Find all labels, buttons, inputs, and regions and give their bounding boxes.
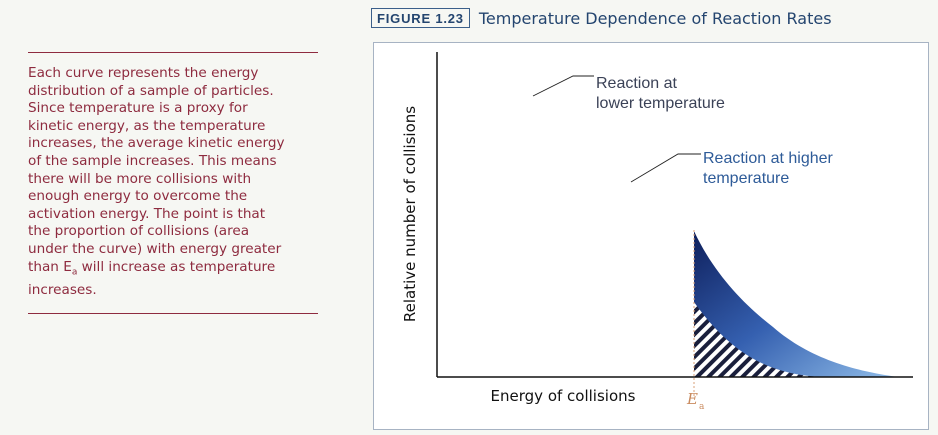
figure-number-badge: FIGURE 1.23	[371, 8, 470, 28]
annotation-line: temperature	[703, 170, 789, 187]
caption-line: activation energy. The point is that	[28, 205, 266, 222]
ea-subscript: a	[699, 402, 705, 412]
lower-temp-leader-line	[532, 75, 594, 97]
higher-temp-leader-line	[630, 153, 701, 183]
caption-line: under the curve) with energy greater	[28, 240, 282, 257]
caption-panel: Each curve represents the energy distrib…	[28, 52, 318, 315]
ea-symbol: E	[686, 390, 698, 408]
caption-line: Since temperature is a proxy for	[28, 100, 248, 117]
caption-line: increases.	[28, 281, 97, 298]
y-axis-label: Relative number of collisions	[401, 106, 419, 322]
annotation-line: Reaction at	[596, 75, 677, 92]
annotation-line: Reaction at higher	[703, 150, 834, 167]
higher-temp-annotation: Reaction at higher temperature	[703, 150, 837, 187]
caption-line: Each curve represents the energy	[28, 65, 259, 81]
caption-line: than E	[28, 258, 72, 275]
caption-line: kinetic energy, as the temperature	[28, 117, 266, 134]
caption-line: enough energy to overcome the	[28, 188, 248, 205]
shared-area-hatching	[694, 302, 823, 377]
caption-line: increases, the average kinetic energy	[28, 135, 285, 152]
figure-title: Temperature Dependence of Reaction Rates	[478, 8, 832, 28]
higher-temp-excess-area	[694, 231, 898, 377]
caption-line: will increase as temperature	[77, 258, 276, 275]
caption-subscript: a	[71, 267, 78, 278]
caption-line: there will be more collisions with	[28, 170, 252, 187]
caption-top-rule	[28, 52, 318, 53]
lower-temp-annotation: Reaction at lower temperature	[596, 75, 725, 112]
figure-header: FIGURE 1.23 Temperature Dependence of Re…	[371, 8, 832, 28]
caption-line: distribution of a sample of particles.	[28, 82, 274, 99]
energy-distribution-chart: Reaction at lower temperature Reaction a…	[373, 42, 913, 412]
caption-bottom-rule	[28, 313, 318, 315]
caption-line: of the sample increases. This means	[28, 152, 277, 169]
annotation-line: lower temperature	[596, 95, 725, 112]
x-axis-label: Energy of collisions	[491, 387, 636, 405]
activation-energy-label: Ea	[686, 390, 705, 412]
caption-line: the proportion of collisions (area	[28, 223, 250, 240]
caption-text: Each curve represents the energy distrib…	[28, 65, 318, 299]
